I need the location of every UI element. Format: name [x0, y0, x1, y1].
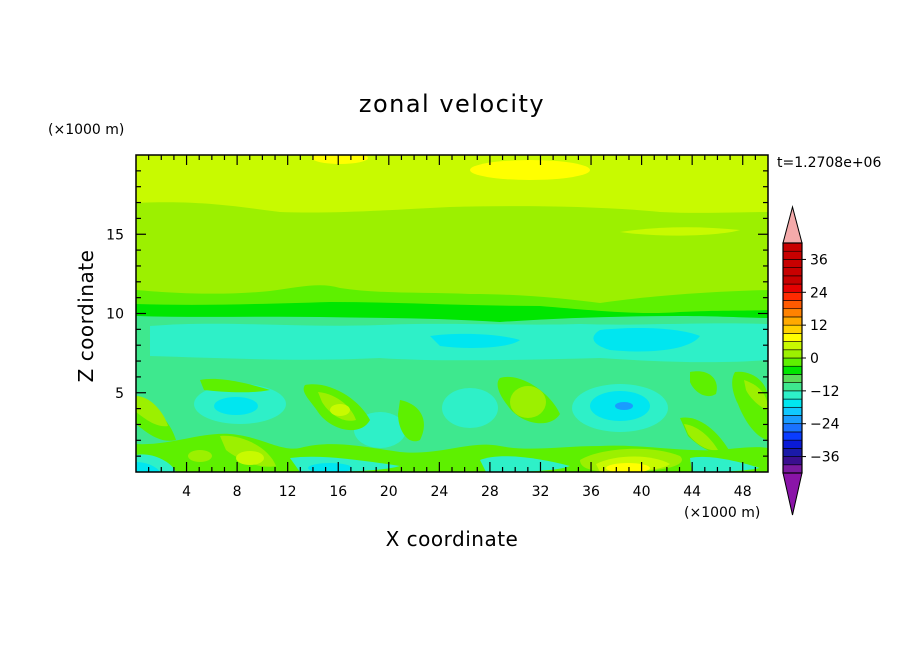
colorbar-swatch [782, 324, 803, 334]
colorbar-swatch [782, 349, 803, 359]
x-tick-label: 20 [380, 484, 398, 500]
x-axis-label: X coordinate [386, 527, 519, 551]
colorbar-swatch [782, 365, 803, 375]
y-tick-labels: 5 10 15 [106, 227, 124, 402]
x-tick-label: 24 [430, 484, 448, 500]
y-axis-label: Z coordinate [74, 250, 98, 383]
colorbar-label: 12 [810, 318, 828, 334]
colorbar-swatch [782, 291, 803, 301]
colorbar-swatch [782, 308, 803, 318]
colorbar-label: 0 [810, 351, 819, 367]
x-tick-label: 4 [182, 484, 191, 500]
colorbar-swatch [782, 333, 803, 342]
contour-field [136, 155, 768, 472]
colorbar-swatch [782, 259, 803, 268]
colorbar-labels: 36 24 12 0 −12 −24 −36 [802, 252, 840, 466]
y-tick-label: 10 [106, 307, 124, 323]
x-tick-label: 44 [683, 484, 701, 500]
colorbar-swatch [782, 250, 803, 260]
colorbar-min-triangle [782, 472, 803, 516]
colorbar-label: −36 [810, 450, 840, 466]
y-tick-label: 15 [106, 227, 124, 243]
x-tick-label: 28 [481, 484, 499, 500]
colorbar-label: 24 [810, 285, 828, 301]
y-tick-label: 5 [115, 386, 124, 402]
x-tick-label: 36 [582, 484, 600, 500]
colorbar-swatch [782, 300, 803, 310]
colorbar-swatch [782, 464, 803, 474]
x-tick-label: 12 [279, 484, 297, 500]
colorbar-swatch [782, 341, 803, 351]
colorbar-swatch [782, 267, 803, 277]
colorbar-swatch [782, 456, 803, 466]
colorbar-swatch [782, 448, 803, 457]
colorbar-swatch [782, 390, 803, 400]
colorbar-swatch [782, 439, 803, 449]
x-tick-label: 8 [233, 484, 242, 500]
x-tick-label: 48 [734, 484, 752, 500]
colorbar-swatch [782, 357, 803, 367]
colorbar-swatch [782, 423, 803, 433]
colorbar-swatch [782, 283, 803, 293]
y-unit-label: (×1000 m) [48, 122, 124, 138]
colorbar-swatch [782, 398, 803, 408]
time-label: t=1.2708e+06 [777, 155, 881, 171]
colorbar-max-triangle [782, 205, 803, 244]
colorbar-label: 36 [810, 252, 828, 268]
colorbar-swatch [782, 316, 803, 326]
colorbar-swatch [782, 382, 803, 392]
colorbar-swatch [782, 242, 803, 252]
colorbar [782, 205, 803, 516]
x-tick-label: 32 [532, 484, 550, 500]
colorbar-swatch [782, 415, 803, 425]
colorbar-swatch [782, 275, 803, 285]
x-tick-label: 40 [633, 484, 651, 500]
colorbar-label: −12 [810, 384, 840, 400]
colorbar-swatch [782, 374, 803, 383]
colorbar-swatch [782, 431, 803, 441]
x-tick-label: 16 [329, 484, 347, 500]
colorbar-label: −24 [810, 417, 840, 433]
colorbar-swatch [782, 406, 803, 416]
x-unit-label: (×1000 m) [684, 505, 760, 521]
chart-title: zonal velocity [359, 90, 545, 118]
plot-axes [135, 154, 769, 473]
x-tick-labels: 4 8 12 16 20 24 28 32 36 40 44 48 [182, 484, 752, 500]
